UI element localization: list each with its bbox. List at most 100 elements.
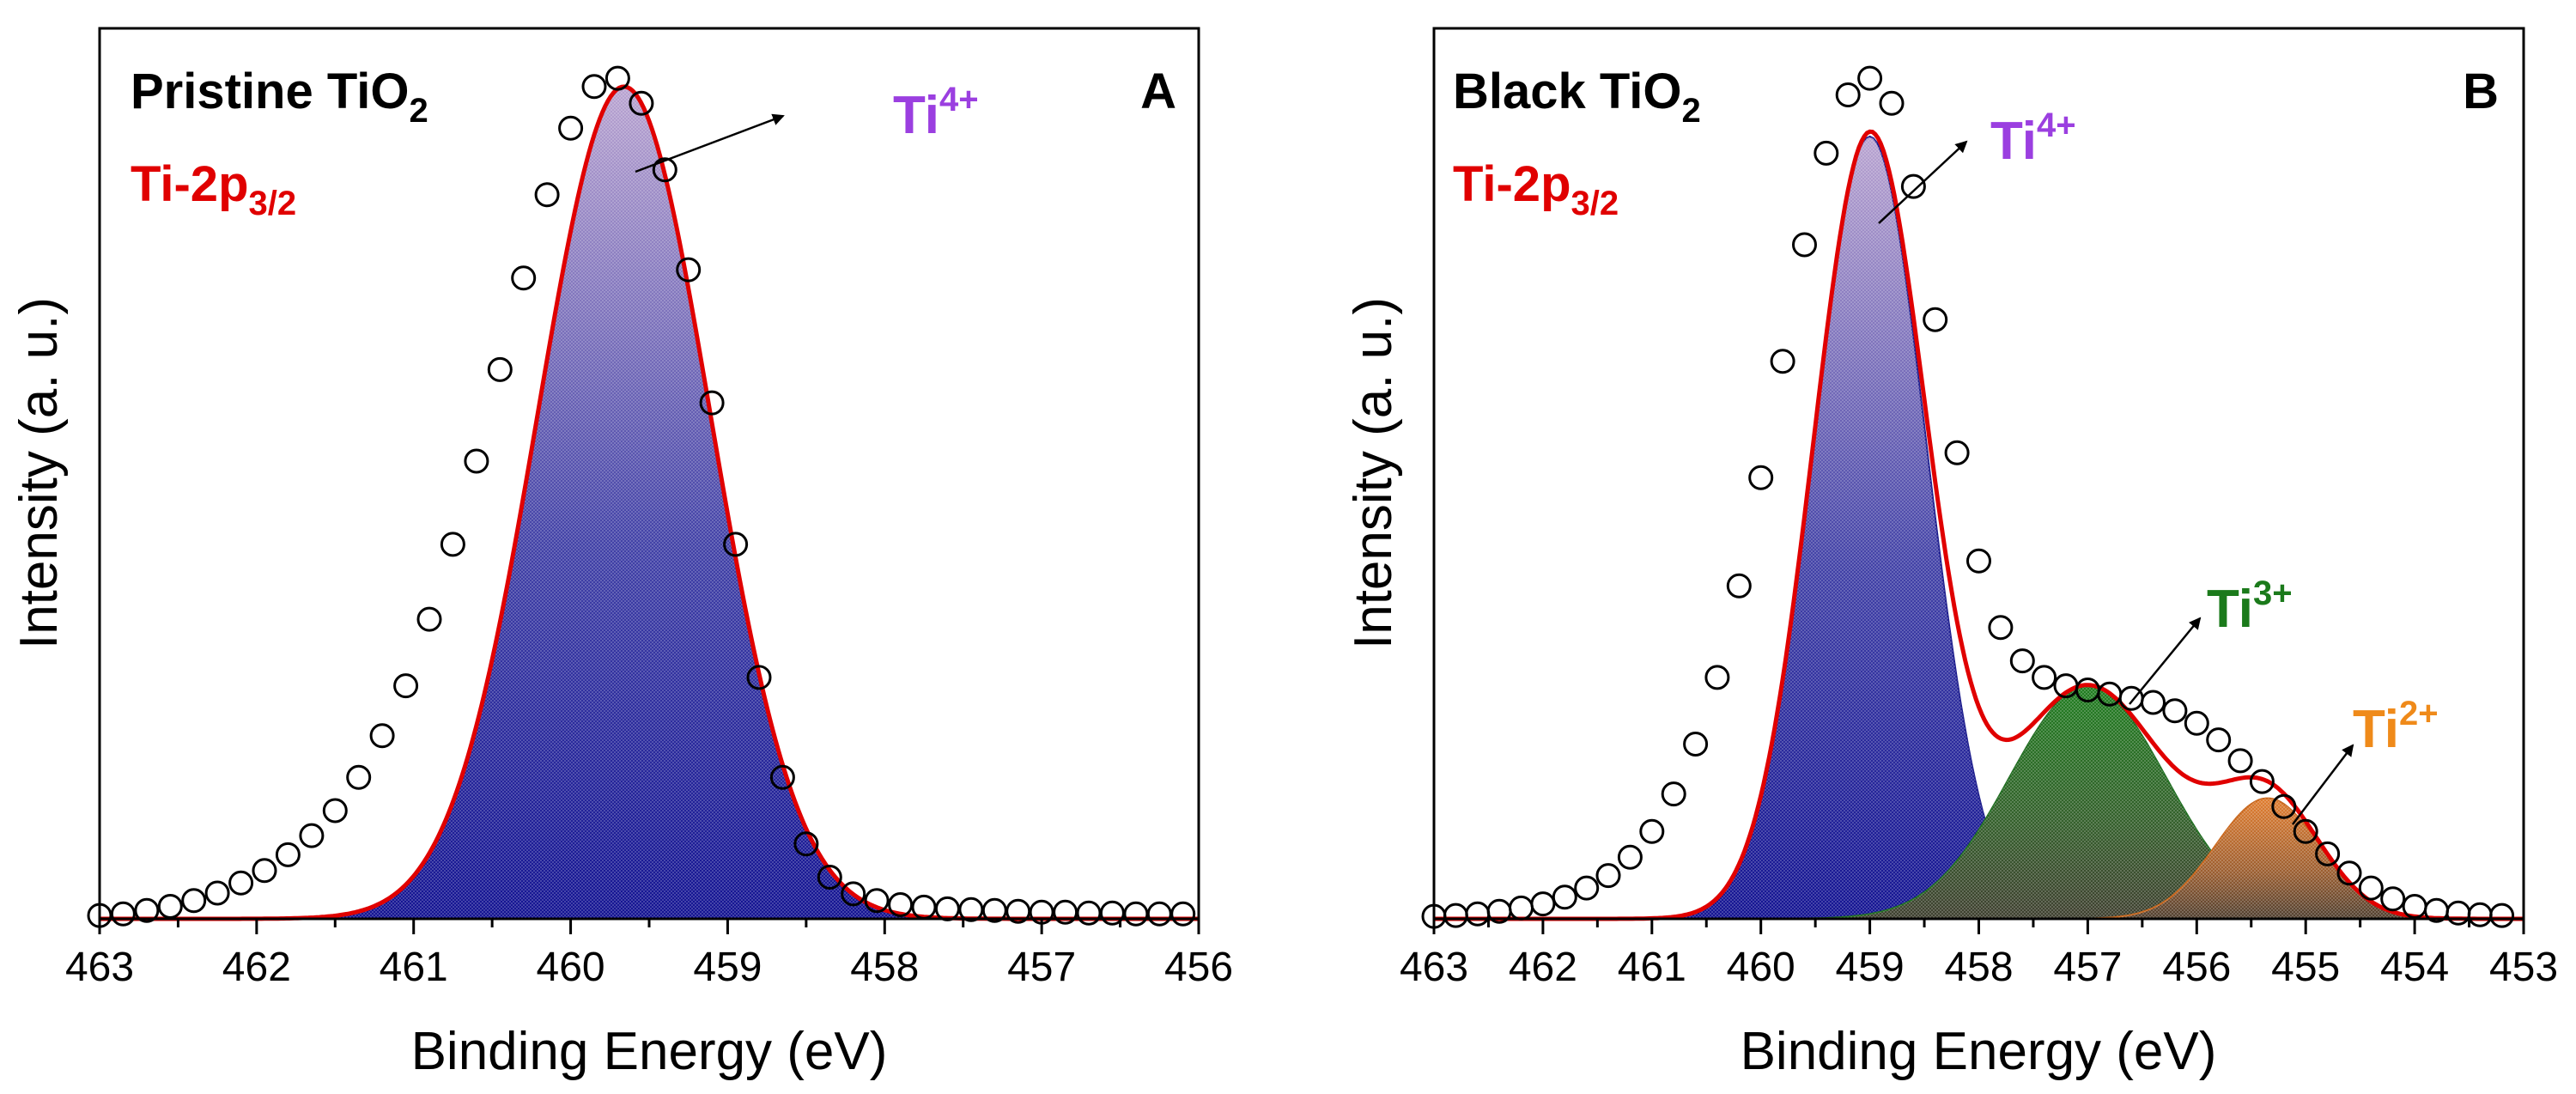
x-tick-label: 457 (1007, 945, 1076, 990)
x-tick-label: 457 (2053, 945, 2122, 990)
x-tick-label: 459 (693, 945, 762, 990)
data-point (204, 880, 230, 906)
x-tick-label: 456 (1164, 945, 1233, 990)
data-point (723, 532, 749, 557)
peak-area-texture-4+ (1434, 137, 2524, 919)
x-tick-label: 462 (222, 945, 291, 990)
peak-label-2+: Ti2+ (2353, 695, 2439, 759)
data-point (1170, 901, 1196, 927)
data-point (2271, 793, 2297, 819)
panel-a-x-axis-label: Binding Energy (eV) (411, 1022, 888, 1081)
data-point (346, 764, 372, 790)
x-tick-label: 455 (2271, 945, 2340, 990)
panel-b-title: Black TiO2 (1453, 64, 1701, 130)
data-point (2249, 769, 2275, 794)
x-tick-label: 463 (65, 945, 134, 990)
data-point (558, 115, 584, 141)
data-point (1900, 173, 1926, 199)
data-point (1661, 781, 1686, 807)
peak-label-charge: 3+ (2253, 574, 2293, 612)
data-point (2336, 860, 2362, 886)
panel-b-title-sub: 2 (1682, 92, 1701, 130)
peak-arrow-2+ (2292, 744, 2354, 825)
peak-area-texture-4+ (100, 86, 1199, 919)
data-point (181, 888, 207, 914)
data-point (393, 673, 419, 699)
x-tick-label: 453 (2489, 945, 2558, 990)
data-point (676, 257, 702, 283)
data-point (1988, 615, 2014, 641)
data-point (1123, 901, 1149, 927)
panel-a-chart: 463 462 461 460 459 458 457 456 Binding Energy … (9, 27, 1233, 1081)
x-tick-label: 459 (1836, 945, 1905, 990)
data-point (1639, 818, 1665, 844)
panel-b-x-ticks: 463 462 461 460 459 458 457 456 455 454 453 (1400, 919, 2558, 990)
data-point (888, 892, 914, 917)
panel-b-plot-frame (1432, 27, 2525, 921)
panel-a-title-main: Pristine TiO (131, 64, 409, 119)
data-point (652, 157, 677, 183)
data-point (1726, 573, 1752, 599)
x-tick-label: 454 (2380, 945, 2449, 990)
data-point (299, 823, 325, 848)
x-tick-label: 460 (537, 945, 605, 990)
panel-b-chart: 463 462 461 460 459 458 457 456 455 454 453 Bindin… (1344, 27, 2558, 1081)
data-point (2358, 875, 2384, 901)
data-point (1814, 140, 1839, 166)
panel-a-peak-labels: Ti4+ (635, 81, 979, 173)
panel-a-y-axis-label: Intensity (a. u.) (9, 297, 69, 649)
data-point (2206, 727, 2232, 753)
data-point (581, 74, 607, 100)
data-point (2032, 665, 2057, 690)
data-point (157, 894, 183, 919)
data-point (1704, 665, 1730, 690)
x-tick-label: 458 (850, 945, 919, 990)
data-point (1748, 465, 1774, 490)
data-point (2227, 748, 2253, 774)
data-point (228, 870, 254, 896)
data-point (1923, 307, 1948, 332)
x-tick-label: 463 (1400, 945, 1468, 990)
peak-label-3+: Ti3+ (2207, 574, 2293, 639)
panel-b-letter: B (2463, 64, 2499, 119)
data-point (2402, 894, 2427, 919)
peak-arrow-4+ (635, 113, 785, 173)
panel-b-region-label: Ti-2p3/2 (1453, 156, 1619, 222)
peak-arrow-3+ (2129, 617, 2202, 705)
data-point (1617, 844, 1643, 870)
data-point (2315, 841, 2341, 866)
data-point (487, 356, 513, 382)
panel-b-region-sub: 3/2 (1571, 185, 1619, 222)
peak-label-4+: Ti4+ (893, 81, 979, 145)
panel-a-title-sub: 2 (409, 92, 428, 130)
peak-label-charge: 4+ (939, 81, 979, 119)
panel-a-title: Pristine TiO2 (131, 64, 428, 130)
data-point (1595, 863, 1621, 889)
panel-a-region-label: Ti-2p3/2 (131, 156, 296, 222)
panel-a-data-points (87, 65, 1196, 928)
data-point (1835, 82, 1861, 107)
peak-label-charge: 2+ (2399, 695, 2439, 732)
x-tick-label: 462 (1509, 945, 1577, 990)
data-point (252, 858, 277, 884)
x-tick-label: 460 (1727, 945, 1795, 990)
data-point (1509, 895, 1534, 921)
peak-area-texture-2+ (1434, 798, 2524, 919)
panel-a-x-ticks: 463 462 461 460 459 458 457 456 (65, 919, 1233, 990)
data-point (322, 798, 348, 824)
data-point (1879, 90, 1905, 116)
data-point (416, 606, 442, 632)
panel-b-y-axis-label: Intensity (a. u.) (1344, 297, 1403, 649)
data-point (1857, 65, 1883, 91)
panel-a-region-main: Ti-2p (131, 156, 249, 212)
data-point (2380, 886, 2406, 912)
panel-b-x-axis-label: Binding Energy (eV) (1741, 1022, 2217, 1081)
data-point (605, 65, 630, 91)
data-point (2184, 710, 2209, 736)
data-point (2009, 648, 2035, 674)
peak-label-charge: 4+ (2037, 106, 2076, 144)
panel-a-letter: A (1140, 64, 1176, 119)
data-point (369, 723, 395, 749)
data-point (110, 901, 136, 927)
